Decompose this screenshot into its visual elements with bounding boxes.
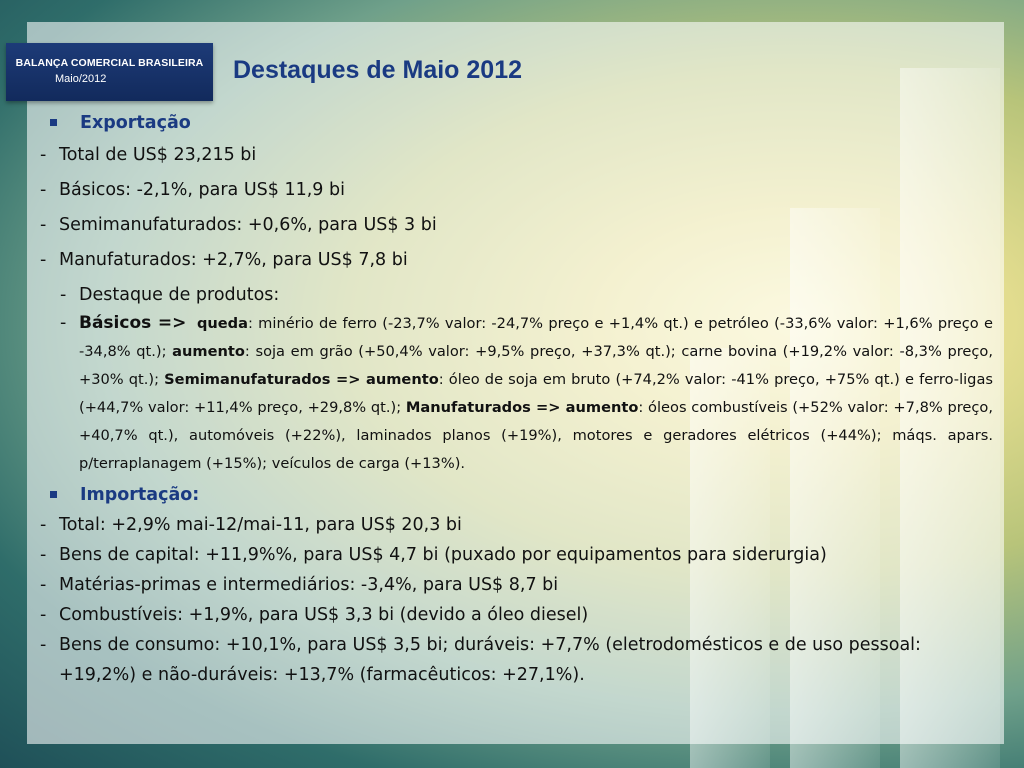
export-heading: Exportação <box>36 108 993 138</box>
list-item: - Total de US$ 23,215 bi <box>40 145 257 165</box>
sub-heading: - Destaque de produtos: <box>60 285 280 305</box>
content-panel <box>27 22 1004 744</box>
list-item: - Total: +2,9% mai-12/mai-11, para US$ 20… <box>40 515 462 535</box>
aumento-label: aumento <box>172 343 245 360</box>
list-item: - Combustíveis: +1,9%, para US$ 3,3 bi (d… <box>40 605 589 625</box>
slide-content: Exportação - Total de US$ 23,215 bi - Bási… <box>36 108 993 690</box>
page-title: Destaques de Maio 2012 <box>233 56 523 84</box>
bullet-square-icon <box>50 119 57 126</box>
import-heading: Importação: <box>36 480 993 510</box>
list-item: - Básicos: -2,1%, para US$ 11,9 bi <box>40 180 345 200</box>
brand-badge: BALANÇA COMERCIAL BRASILEIRA Maio/2012 <box>6 43 213 101</box>
basicos-label: Básicos => <box>79 313 187 333</box>
semi-label: Semimanufaturados => aumento <box>164 371 439 388</box>
queda-label: queda <box>196 315 248 332</box>
list-item: - Manufaturados: +2,7%, para US$ 7,8 bi <box>40 250 408 270</box>
list-item: - Bens de consumo: +10,1%, para US$ 3,5 b… <box>40 635 921 685</box>
brand-title: BALANÇA COMERCIAL BRASILEIRA <box>15 57 204 69</box>
list-item: - Bens de capital: +11,9%%, para US$ 4,7 … <box>40 545 827 565</box>
product-highlights: - Básicos => queda: minério de ferro (-23… <box>60 313 994 472</box>
brand-subtitle: Maio/2012 <box>55 73 107 85</box>
bullet-square-icon <box>50 491 57 498</box>
list-item: - Matérias-primas e intermediários: -3,4%… <box>40 575 559 595</box>
manuf-label: Manufaturados => aumento <box>405 399 639 416</box>
list-item: - Semimanufaturados: +0,6%, para US$ 3 bi <box>40 215 437 235</box>
